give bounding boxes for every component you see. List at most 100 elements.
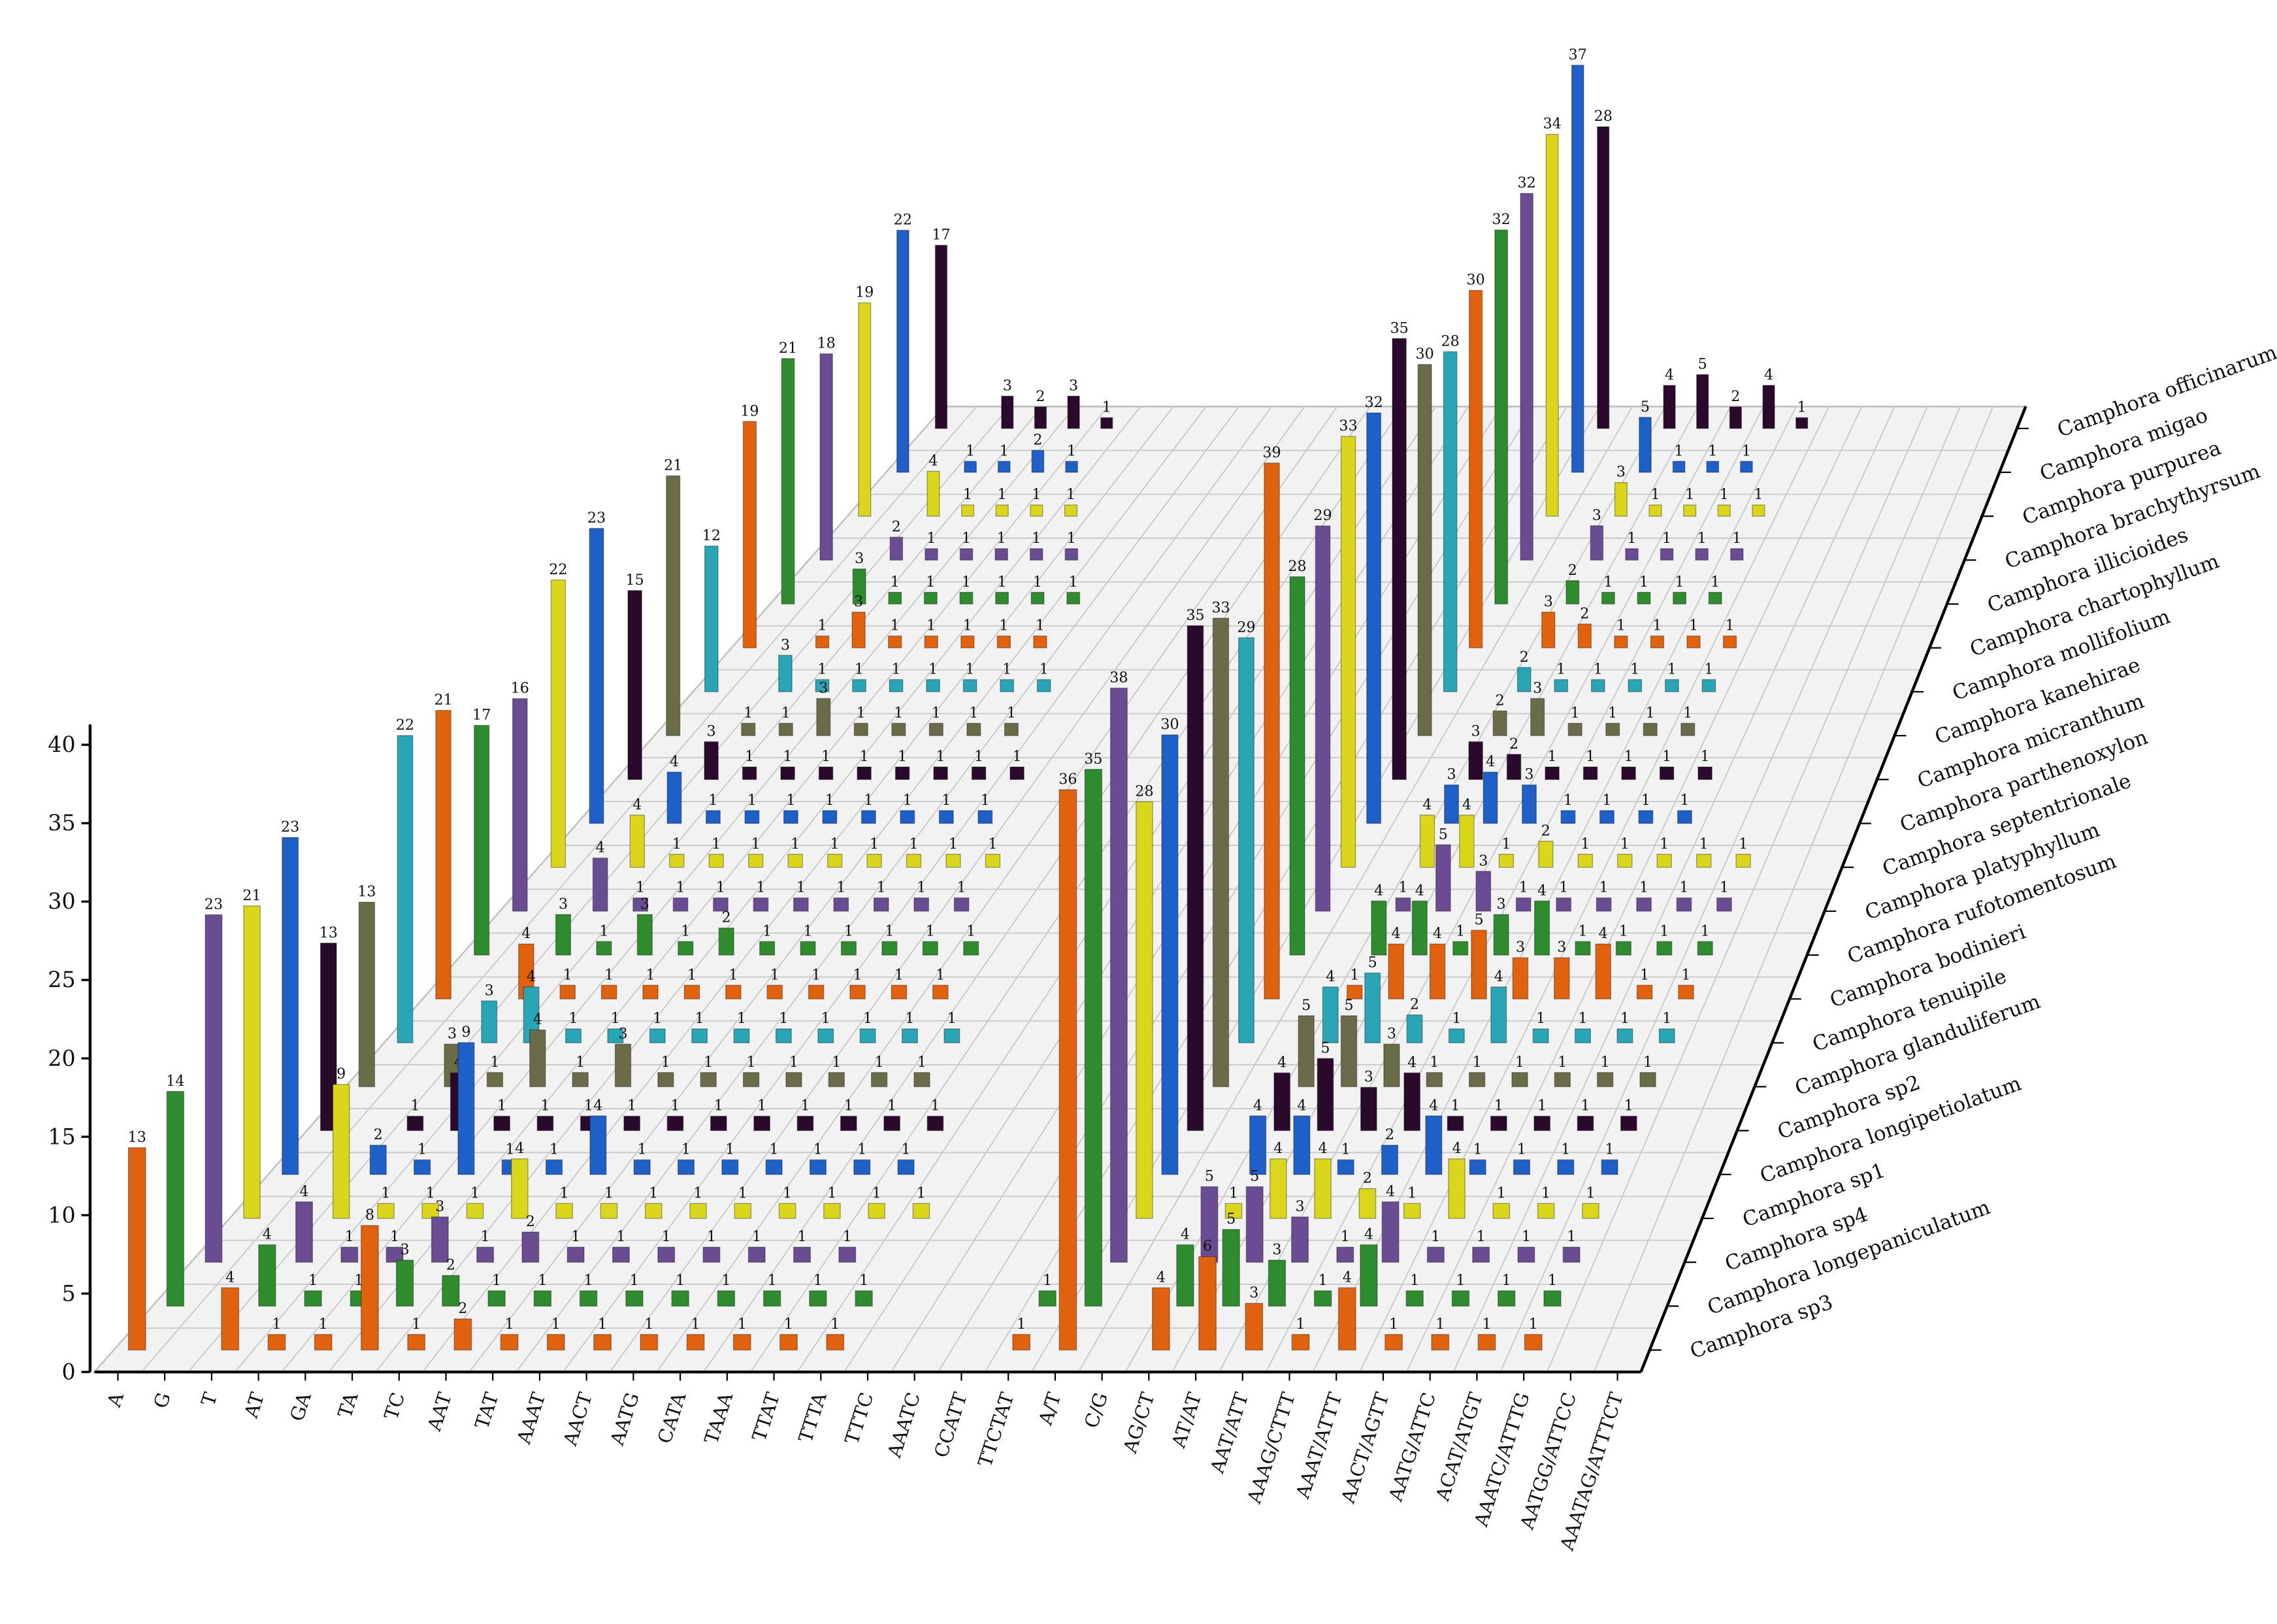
data-label: 1 — [1229, 1184, 1238, 1201]
data-label: 1 — [1578, 1010, 1587, 1027]
bar — [545, 1159, 563, 1175]
bar — [1426, 1246, 1445, 1263]
bar — [486, 1072, 504, 1088]
bar — [933, 766, 948, 780]
bar — [1524, 1334, 1543, 1351]
data-label: 1 — [843, 1228, 852, 1245]
bar — [1601, 1159, 1618, 1175]
bar — [600, 984, 617, 999]
bar — [1270, 1158, 1287, 1219]
data-label: 1 — [1102, 398, 1111, 415]
bar — [550, 579, 566, 868]
data-label: 1 — [1571, 704, 1580, 721]
data-label: 3 — [1524, 766, 1533, 783]
bar — [572, 1072, 589, 1088]
bar — [1680, 723, 1695, 736]
bar — [943, 1028, 960, 1044]
x-tick-label: AATG/ATTC — [1384, 1389, 1440, 1504]
bar — [1317, 1058, 1334, 1131]
data-label: 1 — [928, 660, 938, 677]
data-label: 36 — [1058, 771, 1077, 788]
data-label: 1 — [598, 1316, 607, 1333]
bar — [340, 1246, 359, 1263]
data-label: 3 — [1387, 1025, 1396, 1042]
data-label: 1 — [1599, 879, 1609, 896]
data-label: 1 — [898, 748, 907, 765]
bar — [1596, 897, 1612, 912]
bar — [932, 984, 949, 999]
bar — [1620, 1115, 1637, 1131]
data-label: 3 — [1069, 377, 1078, 394]
bar — [487, 1290, 506, 1307]
bar — [959, 592, 974, 605]
data-label: 23 — [587, 510, 606, 527]
data-label: 1 — [1605, 1141, 1614, 1158]
bar — [1532, 1028, 1549, 1044]
bar — [629, 815, 646, 868]
bar — [1004, 723, 1019, 736]
data-label: 1 — [1043, 1272, 1052, 1289]
bar — [873, 897, 889, 912]
data-label: 1 — [870, 836, 879, 853]
bar — [870, 1072, 888, 1088]
data-label: 1 — [708, 792, 717, 809]
data-label: 2 — [526, 1213, 535, 1230]
x-tick-label: ACAT/ATGT — [1431, 1389, 1487, 1504]
bar — [1084, 769, 1103, 1307]
data-label: 1 — [1726, 617, 1735, 634]
bar — [888, 635, 902, 649]
data-label: 4 — [225, 1269, 235, 1286]
data-label: 1 — [1002, 660, 1011, 677]
bar — [883, 1115, 901, 1131]
data-label: 1 — [1450, 1097, 1460, 1114]
bar — [512, 698, 528, 912]
x-tick-label: T — [197, 1389, 221, 1408]
x-tick-label: CCATT — [930, 1389, 972, 1460]
data-label: 2 — [458, 1300, 467, 1317]
data-label: 1 — [1501, 836, 1511, 853]
data-label: 1 — [988, 836, 997, 853]
bar — [1575, 941, 1591, 956]
bar — [894, 766, 910, 780]
bar — [855, 1290, 873, 1307]
data-label: 1 — [1630, 660, 1639, 677]
bar — [1314, 1158, 1332, 1219]
bar — [671, 1290, 689, 1307]
bar — [1643, 723, 1658, 736]
bar — [1031, 449, 1045, 473]
data-label: 3 — [1592, 507, 1601, 524]
bar — [1417, 364, 1432, 736]
data-label: 34 — [1543, 116, 1562, 133]
bar — [808, 984, 825, 999]
data-label: 1 — [1548, 1272, 1557, 1289]
bar — [1268, 1259, 1286, 1307]
bar — [1639, 417, 1652, 473]
bar — [1683, 504, 1697, 517]
bar — [493, 1115, 511, 1131]
data-label: 21 — [779, 340, 797, 357]
data-label: 1 — [969, 704, 978, 721]
bar — [896, 229, 909, 473]
data-label: 15 — [625, 572, 644, 589]
data-label: 19 — [740, 402, 759, 419]
bar — [1161, 734, 1179, 1175]
data-label: 1 — [887, 1097, 896, 1114]
bar — [1498, 853, 1515, 868]
bar — [1656, 941, 1673, 956]
x-tick-label: AT/AT — [1167, 1389, 1205, 1451]
data-label: 1 — [604, 966, 614, 983]
bar — [689, 1203, 707, 1219]
bar — [476, 1246, 495, 1263]
bar — [1483, 771, 1498, 824]
data-label: 1 — [1581, 1097, 1590, 1114]
bar — [785, 1072, 802, 1088]
data-label: 1 — [791, 836, 800, 853]
bar — [778, 723, 793, 736]
data-label: 1 — [672, 836, 681, 853]
bar — [759, 941, 776, 956]
data-label: 1 — [738, 1316, 747, 1333]
bar — [1064, 548, 1079, 561]
data-label: 1 — [1639, 879, 1648, 896]
data-label: 1 — [412, 1316, 421, 1333]
data-label: 30 — [1415, 346, 1433, 363]
